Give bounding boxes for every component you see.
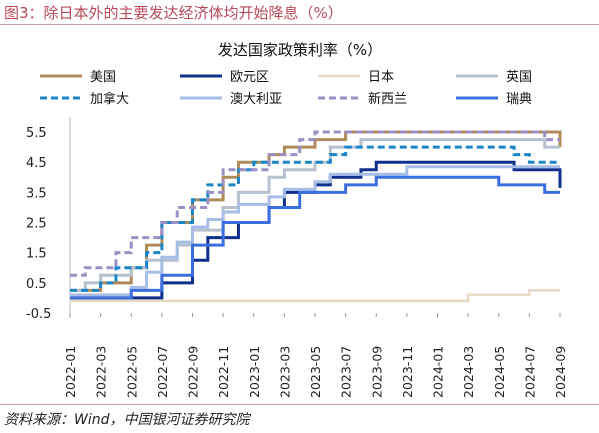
plot-area [70,130,562,303]
y-tick-label: 1.5 [26,247,47,262]
legend-item-3: 日本 [318,70,394,85]
x-tick-label: 2022-11 [216,346,231,398]
y-axis: 5.5 4.5 3.5 2.5 1.5 0.5 -0.5 [26,117,71,322]
x-tick-label: 2023-09 [369,346,384,398]
legend-label: 日本 [368,70,394,85]
x-tick-label: 2024-03 [461,346,476,398]
x-tick-label: 2022-03 [94,346,109,398]
x-tick-label: 2023-01 [247,346,262,398]
legend-label: 澳大利亚 [230,91,282,107]
series-3 [70,289,560,303]
x-tick-label: 2024-09 [553,346,568,398]
legend-label: 瑞典 [506,92,532,107]
y-tick-label: 2.5 [26,217,47,232]
legend-item-2: 欧元区 [180,70,269,85]
y-tick-label: 0.5 [26,277,47,292]
x-axis: 2022-01 2022-03 2022-05 2022-07 2022-09 2022-… [63,313,568,398]
y-tick-label: 5.5 [26,126,47,141]
chart-title: 发达国家政策利率（%） [218,41,382,59]
x-tick-label: 2023-11 [400,346,415,398]
x-tick-label: 2024-01 [431,346,446,398]
figure-title: 图3：除日本外的主要发达经济体均开始降息（%） [4,4,343,22]
series-6 [70,165,560,297]
x-tick-label: 2022-09 [186,346,201,398]
x-tick-label: 2022-07 [155,346,170,398]
x-tick-label: 2024-07 [522,346,537,398]
series-4 [70,138,560,292]
source-divider [0,404,599,405]
x-tick-label: 2023-07 [339,346,354,398]
title-divider [0,24,599,25]
legend-item-5: 加拿大 [40,91,129,107]
x-tick-label: 2023-05 [308,346,323,398]
y-tick-label: 3.5 [26,186,47,201]
series-8 [70,175,560,300]
x-tick-label: 2022-01 [63,346,78,398]
legend-label: 新西兰 [368,91,407,107]
legend-item-7: 新西兰 [318,91,407,107]
legend-label: 加拿大 [90,91,129,107]
legend-item-6: 澳大利亚 [180,91,282,107]
y-tick-label: -0.5 [26,307,51,322]
legend-item-4: 英国 [456,70,532,85]
source-note: 资料来源：Wind，中国银河证券研究院 [4,412,250,428]
series-7 [70,130,560,277]
legend-label: 英国 [506,70,532,85]
legend-item-8: 瑞典 [456,92,532,107]
legend-item-1: 美国 [40,70,116,85]
legend-label: 欧元区 [230,70,269,85]
x-tick-label: 2022-05 [124,346,139,398]
legend-label: 美国 [90,70,116,85]
y-tick-label: 4.5 [26,156,47,171]
x-tick-label: 2024-05 [492,346,507,398]
x-tick-label: 2023-03 [277,346,292,398]
